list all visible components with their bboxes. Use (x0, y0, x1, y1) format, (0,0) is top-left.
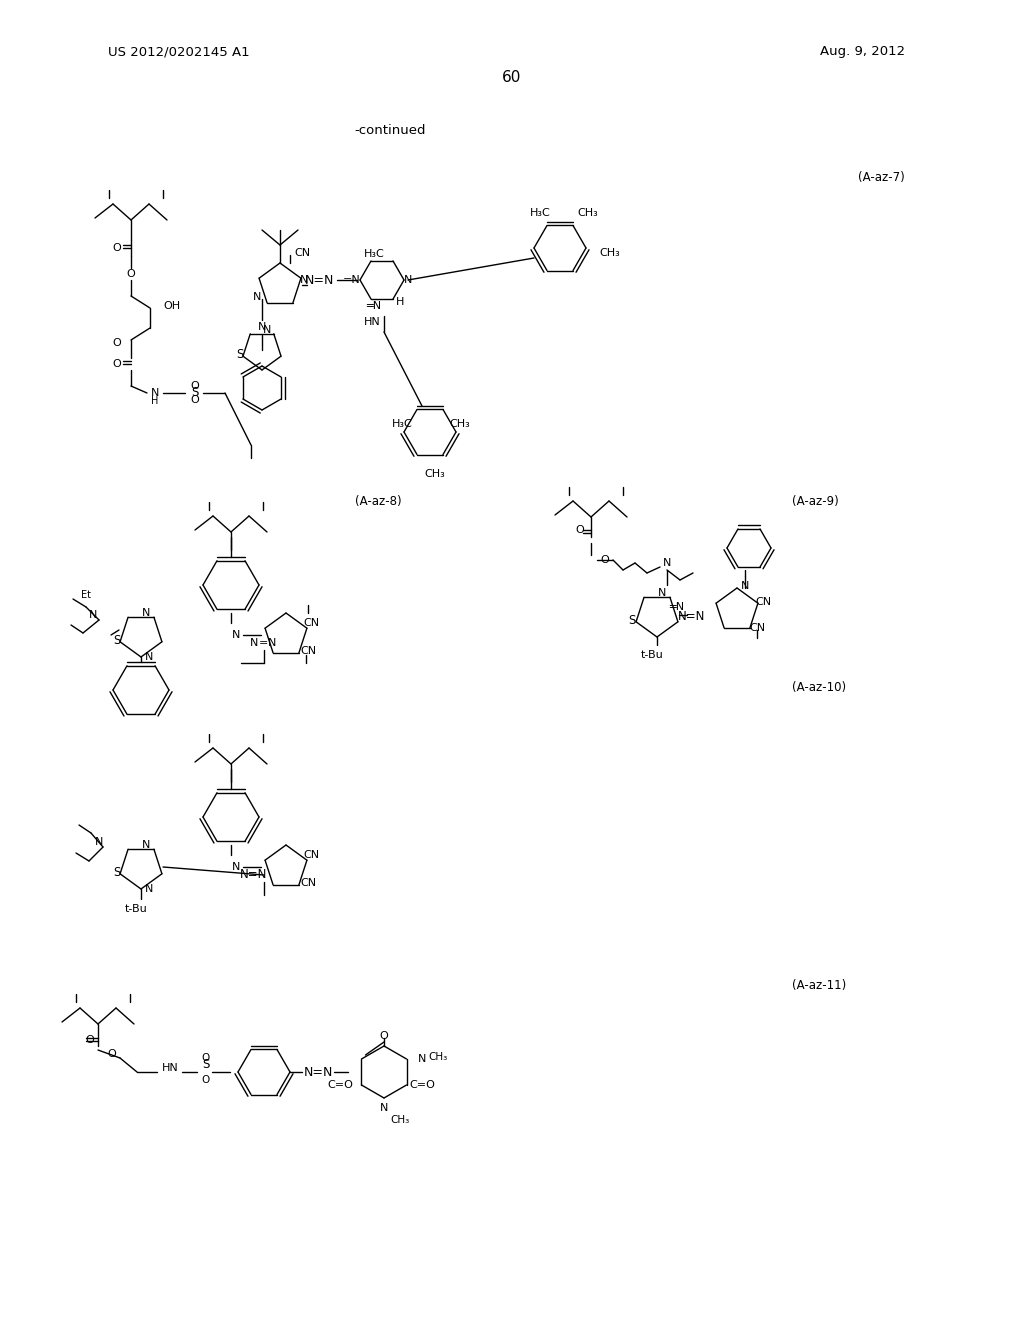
Text: N: N (95, 837, 103, 847)
Text: CN: CN (749, 623, 765, 634)
Text: N=N: N=N (303, 1065, 333, 1078)
Text: N: N (300, 275, 308, 285)
Text: O: O (113, 243, 122, 253)
Text: t-Bu: t-Bu (641, 649, 664, 660)
Text: CH₃: CH₃ (428, 1052, 447, 1063)
Text: ═N: ═N (670, 602, 685, 612)
Text: O: O (202, 1074, 210, 1085)
Text: H: H (152, 396, 159, 407)
Text: OH: OH (163, 301, 180, 312)
Text: H₃C: H₃C (529, 209, 550, 218)
Text: N: N (740, 581, 750, 591)
Text: N: N (253, 292, 261, 302)
Text: N: N (141, 840, 151, 850)
Text: S: S (237, 348, 244, 362)
Text: CH₃: CH₃ (390, 1115, 410, 1125)
Text: S: S (114, 866, 121, 879)
Text: US 2012/0202145 A1: US 2012/0202145 A1 (108, 45, 250, 58)
Text: O: O (575, 525, 585, 535)
Text: CH₃: CH₃ (578, 209, 598, 218)
Text: N=N: N=N (678, 610, 706, 623)
Text: (A-az-9): (A-az-9) (792, 495, 839, 508)
Text: C=O: C=O (327, 1080, 353, 1090)
Text: N: N (151, 388, 159, 399)
Text: N: N (250, 638, 258, 648)
Text: N: N (663, 558, 671, 568)
Text: CN: CN (294, 248, 310, 257)
Text: O: O (190, 395, 200, 405)
Text: O: O (202, 1053, 210, 1063)
Text: N: N (144, 884, 154, 894)
Text: O: O (108, 1049, 117, 1059)
Text: (A-az-11): (A-az-11) (792, 978, 846, 991)
Text: S: S (629, 614, 636, 627)
Text: CH₃: CH₃ (450, 418, 470, 429)
Text: S: S (191, 387, 199, 400)
Text: H: H (396, 297, 404, 308)
Text: =: = (259, 638, 268, 648)
Text: N: N (380, 1104, 388, 1113)
Text: S: S (114, 634, 121, 647)
Text: S: S (203, 1059, 210, 1072)
Text: CH₃: CH₃ (600, 248, 621, 257)
Text: N: N (141, 609, 151, 618)
Text: (A-az-10): (A-az-10) (792, 681, 846, 694)
Text: ═N: ═N (367, 301, 382, 312)
Text: N=N: N=N (304, 273, 334, 286)
Text: N: N (418, 1053, 426, 1064)
Text: -continued: -continued (354, 124, 426, 136)
Text: CN: CN (300, 645, 316, 656)
Text: t-Bu: t-Bu (125, 904, 147, 913)
Text: =N: =N (343, 275, 360, 285)
Text: (A-az-8): (A-az-8) (355, 495, 401, 508)
Text: O: O (190, 381, 200, 391)
Text: CN: CN (755, 597, 771, 607)
Text: CN: CN (303, 850, 319, 861)
Text: N: N (89, 610, 97, 620)
Text: N: N (231, 862, 241, 873)
Text: N=N: N=N (241, 869, 267, 882)
Text: N: N (657, 587, 667, 598)
Text: C=O: C=O (409, 1080, 435, 1090)
Text: O: O (127, 269, 135, 279)
Text: CN: CN (303, 618, 319, 628)
Text: Aug. 9, 2012: Aug. 9, 2012 (820, 45, 905, 58)
Text: N: N (403, 275, 413, 285)
Text: N: N (231, 630, 241, 640)
Text: CN: CN (300, 878, 316, 888)
Text: H₃C: H₃C (391, 418, 413, 429)
Text: O: O (86, 1035, 94, 1045)
Text: O: O (113, 338, 122, 348)
Text: 60: 60 (503, 70, 521, 86)
Text: (A-az-7): (A-az-7) (858, 172, 905, 185)
Text: H₃C: H₃C (364, 249, 384, 259)
Text: N: N (268, 638, 276, 648)
Text: HN: HN (162, 1063, 178, 1073)
Text: Et: Et (81, 590, 91, 601)
Text: N: N (258, 322, 266, 333)
Text: O: O (601, 554, 609, 565)
Text: HN: HN (364, 317, 380, 327)
Text: CH₃: CH₃ (425, 469, 445, 479)
Text: N: N (263, 325, 271, 335)
Text: N: N (144, 652, 154, 663)
Text: O: O (113, 359, 122, 370)
Text: O: O (380, 1031, 388, 1041)
